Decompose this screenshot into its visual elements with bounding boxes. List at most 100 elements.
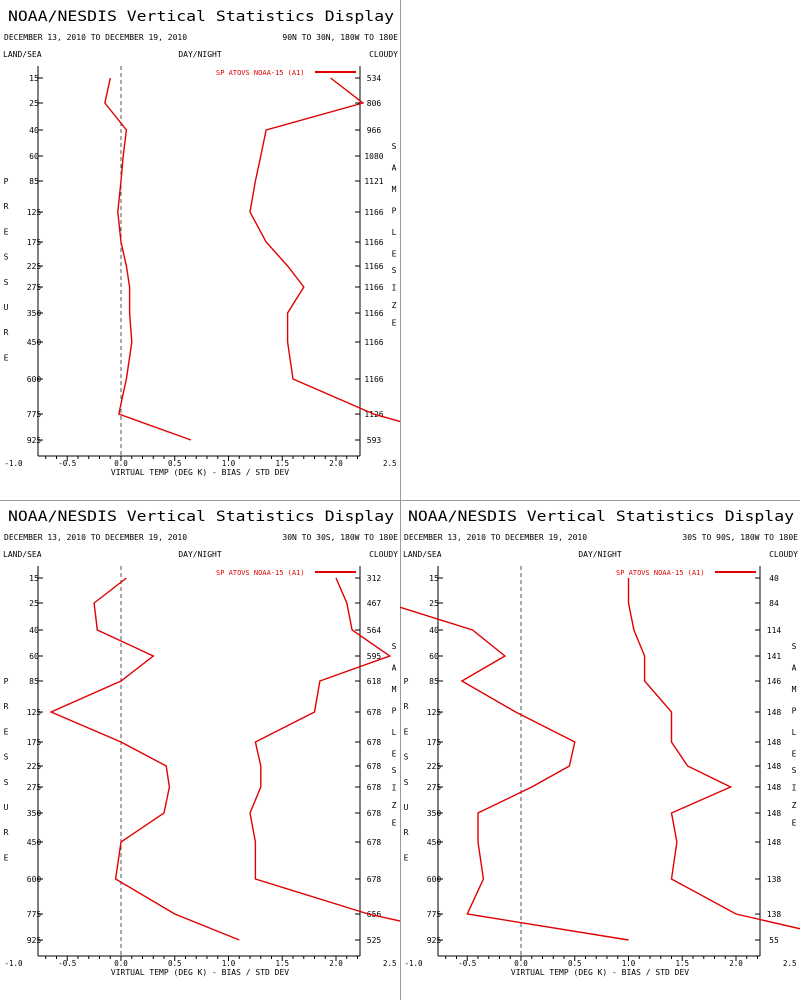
header-day-night: DAY/NIGHT: [178, 550, 222, 559]
pressure-level-label: 40: [29, 126, 39, 135]
right-axis-label-letter: Z: [392, 301, 397, 310]
chart-region: 30N TO 30S, 180W TO 180E: [282, 533, 398, 542]
y-axis-label-letter: E: [4, 727, 9, 736]
x-tick-label: 2.0: [329, 959, 343, 968]
y-axis-label-letter: R: [4, 202, 9, 211]
sample-size-label: 1166: [364, 375, 383, 384]
y-axis-label-letter: P: [4, 177, 9, 186]
chart-date-range: DECEMBER 13, 2010 TO DECEMBER 19, 2010: [4, 533, 187, 542]
pressure-level-label: 600: [27, 875, 42, 884]
sample-size-label: 678: [367, 838, 382, 847]
right-axis-label-letter: E: [392, 819, 397, 828]
bias-series-line: [400, 606, 629, 941]
x-axis-label: VIRTUAL TEMP (DEG K) - BIAS / STD DEV: [511, 968, 689, 977]
header-day-night: DAY/NIGHT: [578, 550, 622, 559]
sample-size-label: 1080: [364, 152, 383, 161]
pressure-level-label: 225: [27, 262, 42, 271]
sample-size-label: 146: [767, 677, 782, 686]
legend-label: SP ATOVS NOAA-15 (A1): [216, 69, 305, 77]
chart-date-range: DECEMBER 13, 2010 TO DECEMBER 19, 2010: [4, 33, 187, 42]
y-axis-label-letter: P: [404, 677, 409, 686]
right-axis-label-letter: L: [392, 728, 397, 737]
pressure-level-label: 40: [29, 626, 39, 635]
sample-size-label: 806: [367, 99, 382, 108]
sample-size-label: 312: [367, 574, 382, 583]
right-axis-label-letter: Z: [792, 801, 797, 810]
x-tick-label: 1.0: [222, 459, 236, 468]
x-tick-label: 0.5: [568, 959, 582, 968]
legend-label: SP ATOVS NOAA-15 (A1): [216, 569, 305, 577]
legend-label: SP ATOVS NOAA-15 (A1): [616, 569, 705, 577]
y-axis-label-letter: P: [4, 677, 9, 686]
std-dev-series-line: [249, 77, 400, 423]
right-axis-label-letter: S: [392, 642, 397, 651]
right-axis-label-letter: P: [392, 707, 397, 716]
y-axis-label-letter: S: [404, 753, 409, 762]
pressure-level-label: 925: [27, 436, 42, 445]
x-tick-label: -1.0: [404, 959, 423, 968]
sample-size-label: 148: [767, 708, 782, 717]
right-axis-label-letter: A: [792, 664, 797, 673]
right-axis-label-letter: L: [792, 728, 797, 737]
pressure-level-label: 275: [427, 783, 442, 792]
right-axis-label-letter: L: [392, 228, 397, 237]
y-axis-label-letter: R: [404, 828, 409, 837]
right-axis-label-letter: E: [792, 750, 797, 759]
sample-size-label: 1166: [364, 238, 383, 247]
chart-region: 30S TO 90S, 180W TO 180E: [682, 533, 798, 542]
header-land-sea: LAND/SEA: [403, 550, 442, 559]
pressure-level-label: 225: [27, 762, 42, 771]
y-axis-label-letter: R: [404, 702, 409, 711]
x-tick-label: 1.5: [275, 459, 289, 468]
right-axis-label-letter: M: [392, 185, 397, 194]
pressure-level-label: 125: [27, 208, 42, 217]
y-axis-label-letter: E: [404, 853, 409, 862]
pressure-level-label: 85: [29, 677, 39, 686]
right-axis-label-letter: P: [392, 207, 397, 216]
y-axis-label-letter: E: [4, 353, 9, 362]
right-axis-label-letter: A: [392, 664, 397, 673]
pressure-level-label: 60: [29, 652, 39, 661]
chart-panel-tropics: NOAA/NESDIS Vertical Statistics Display D…: [0, 500, 400, 1000]
right-axis-label-letter: S: [792, 766, 797, 775]
sample-size-label: 525: [367, 936, 382, 945]
y-axis-label-letter: S: [4, 253, 9, 262]
right-axis-label-letter: E: [792, 819, 797, 828]
x-tick-label: 1.0: [622, 959, 636, 968]
sample-size-label: 656: [367, 910, 382, 919]
right-axis-label-letter: I: [392, 784, 397, 793]
chart-panel-north: NOAA/NESDIS Vertical Statistics Display D…: [0, 0, 400, 500]
sample-size-label: 148: [767, 783, 782, 792]
sample-size-label: 141: [767, 652, 782, 661]
y-axis-label-letter: E: [404, 727, 409, 736]
chart-title: NOAA/NESDIS Vertical Statistics Display: [8, 9, 394, 25]
pressure-level-label: 775: [27, 910, 42, 919]
chart-panel-south: NOAA/NESDIS Vertical Statistics Display D…: [400, 500, 800, 1000]
sample-size-label: 564: [367, 626, 382, 635]
sample-size-label: 84: [769, 599, 779, 608]
right-axis-label-letter: Z: [392, 801, 397, 810]
header-land-sea: LAND/SEA: [3, 50, 42, 59]
chart-svg-south: NOAA/NESDIS Vertical Statistics Display D…: [400, 509, 800, 977]
sample-size-label: 678: [367, 875, 382, 884]
sample-size-label: 1166: [364, 283, 383, 292]
pressure-level-label: 85: [429, 677, 439, 686]
sample-size-label: 55: [769, 936, 779, 945]
y-axis-label-letter: S: [4, 278, 9, 287]
x-tick-label: 0.0: [114, 459, 128, 468]
chart-svg-tropics: NOAA/NESDIS Vertical Statistics Display D…: [3, 509, 400, 977]
header-cloudy: CLOUDY: [769, 550, 798, 559]
sample-size-label: 678: [367, 762, 382, 771]
x-tick-label: 0.5: [168, 459, 182, 468]
x-tick-label: 1.5: [275, 959, 289, 968]
pressure-level-label: 25: [29, 599, 39, 608]
pressure-level-label: 225: [427, 762, 442, 771]
x-tick-label: 1.5: [675, 959, 689, 968]
x-axis-label: VIRTUAL TEMP (DEG K) - BIAS / STD DEV: [111, 468, 289, 477]
header-cloudy: CLOUDY: [369, 50, 398, 59]
sample-size-label: 678: [367, 809, 382, 818]
chart-region: 90N TO 30N, 180W TO 180E: [282, 33, 398, 42]
y-axis-label-letter: E: [4, 853, 9, 862]
header-cloudy: CLOUDY: [369, 550, 398, 559]
pressure-level-label: 15: [29, 74, 39, 83]
